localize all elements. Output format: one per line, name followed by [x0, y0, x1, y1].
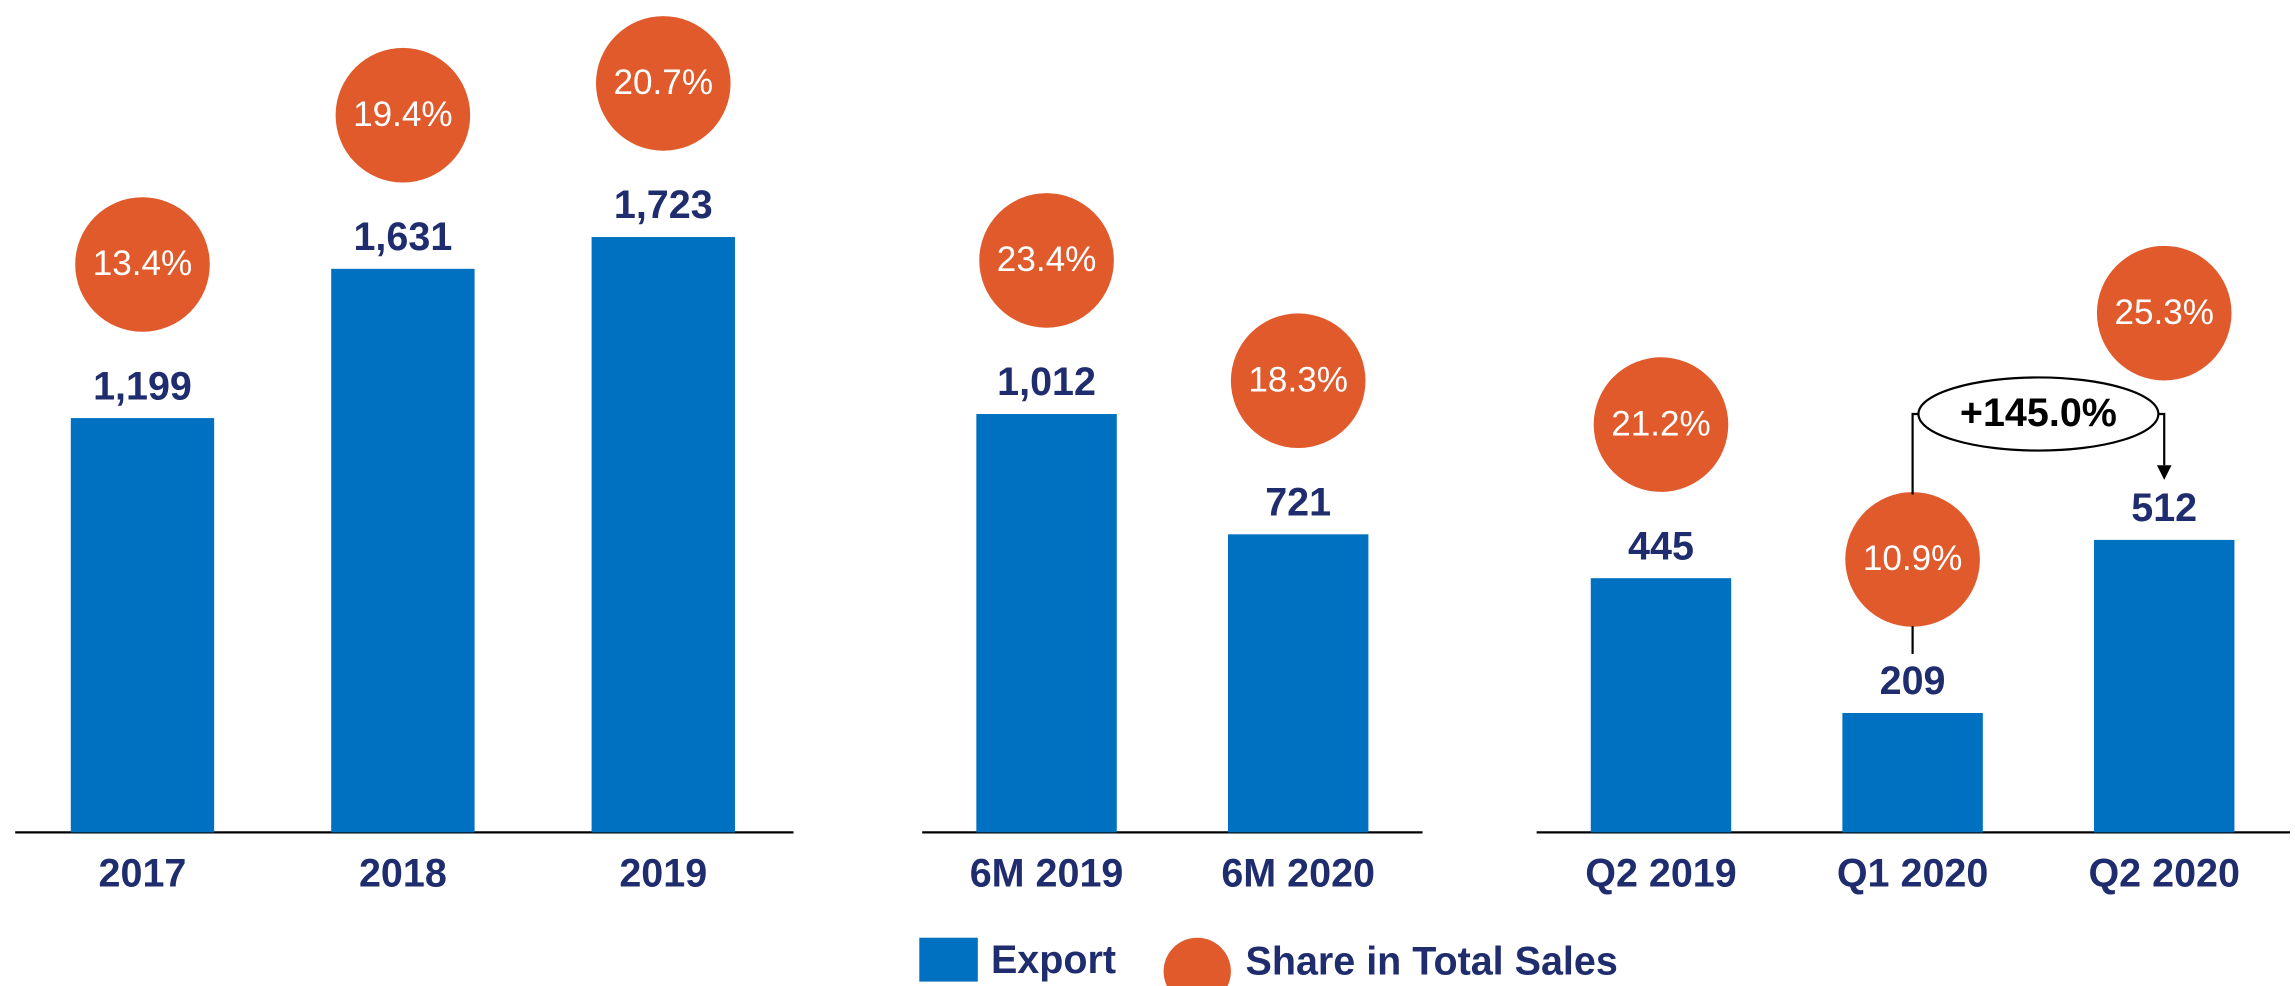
x-tick-label: Q2 2019: [1585, 852, 1736, 896]
share-circle: [1845, 492, 1980, 627]
share-label: 19.4%: [353, 95, 453, 134]
x-tick-label: 6M 2019: [970, 852, 1124, 896]
share-circle: [979, 193, 1114, 328]
share-circle: [1230, 313, 1366, 449]
share-circle: [1593, 357, 1729, 492]
x-tick-label: 2017: [99, 852, 187, 896]
annotation-bubble: [1917, 376, 2160, 452]
x-tick-label: 2018: [359, 852, 447, 896]
value-label: 1,723: [614, 183, 713, 227]
legend-swatch-share: [1163, 937, 1231, 986]
legend-swatch-export: [919, 937, 978, 982]
value-label: 209: [1880, 659, 1946, 703]
share-circle: [2096, 245, 2232, 381]
x-tick-label: 6M 2020: [1221, 852, 1375, 896]
share-circle: [595, 16, 731, 151]
share-label: 23.4%: [997, 240, 1097, 279]
value-label: 512: [2131, 486, 2197, 530]
share-label: 18.3%: [1248, 360, 1348, 399]
share-circle: [335, 47, 471, 183]
bar: [591, 237, 735, 833]
share-label: 10.9%: [1863, 539, 1963, 578]
share-label: 25.3%: [2114, 293, 2214, 332]
value-label: 721: [1265, 480, 1331, 524]
bar: [976, 414, 1117, 833]
annotation-label: +145.0%: [1960, 391, 2117, 435]
legend-label: Share in Total Sales: [1246, 939, 1618, 983]
value-label: 1,631: [353, 215, 452, 259]
bar: [1227, 534, 1369, 833]
bar: [2094, 539, 2235, 833]
share-label: 20.7%: [614, 63, 714, 102]
x-tick-label: Q2 2020: [2088, 852, 2239, 896]
value-label: 445: [1628, 524, 1694, 568]
bar: [331, 268, 475, 833]
legend-label: Export: [991, 938, 1116, 982]
share-label: 13.4%: [93, 244, 193, 283]
share-label: 21.2%: [1611, 404, 1711, 443]
value-label: 1,012: [997, 360, 1096, 404]
bar: [1842, 713, 1983, 833]
x-tick-label: 2019: [619, 852, 707, 896]
share-circle: [75, 197, 210, 332]
x-tick-label: Q1 2020: [1837, 852, 1988, 896]
annotation-arrowhead: [2156, 465, 2172, 480]
bar: [70, 418, 215, 833]
bar: [1590, 578, 1732, 833]
value-label: 1,199: [93, 364, 192, 408]
